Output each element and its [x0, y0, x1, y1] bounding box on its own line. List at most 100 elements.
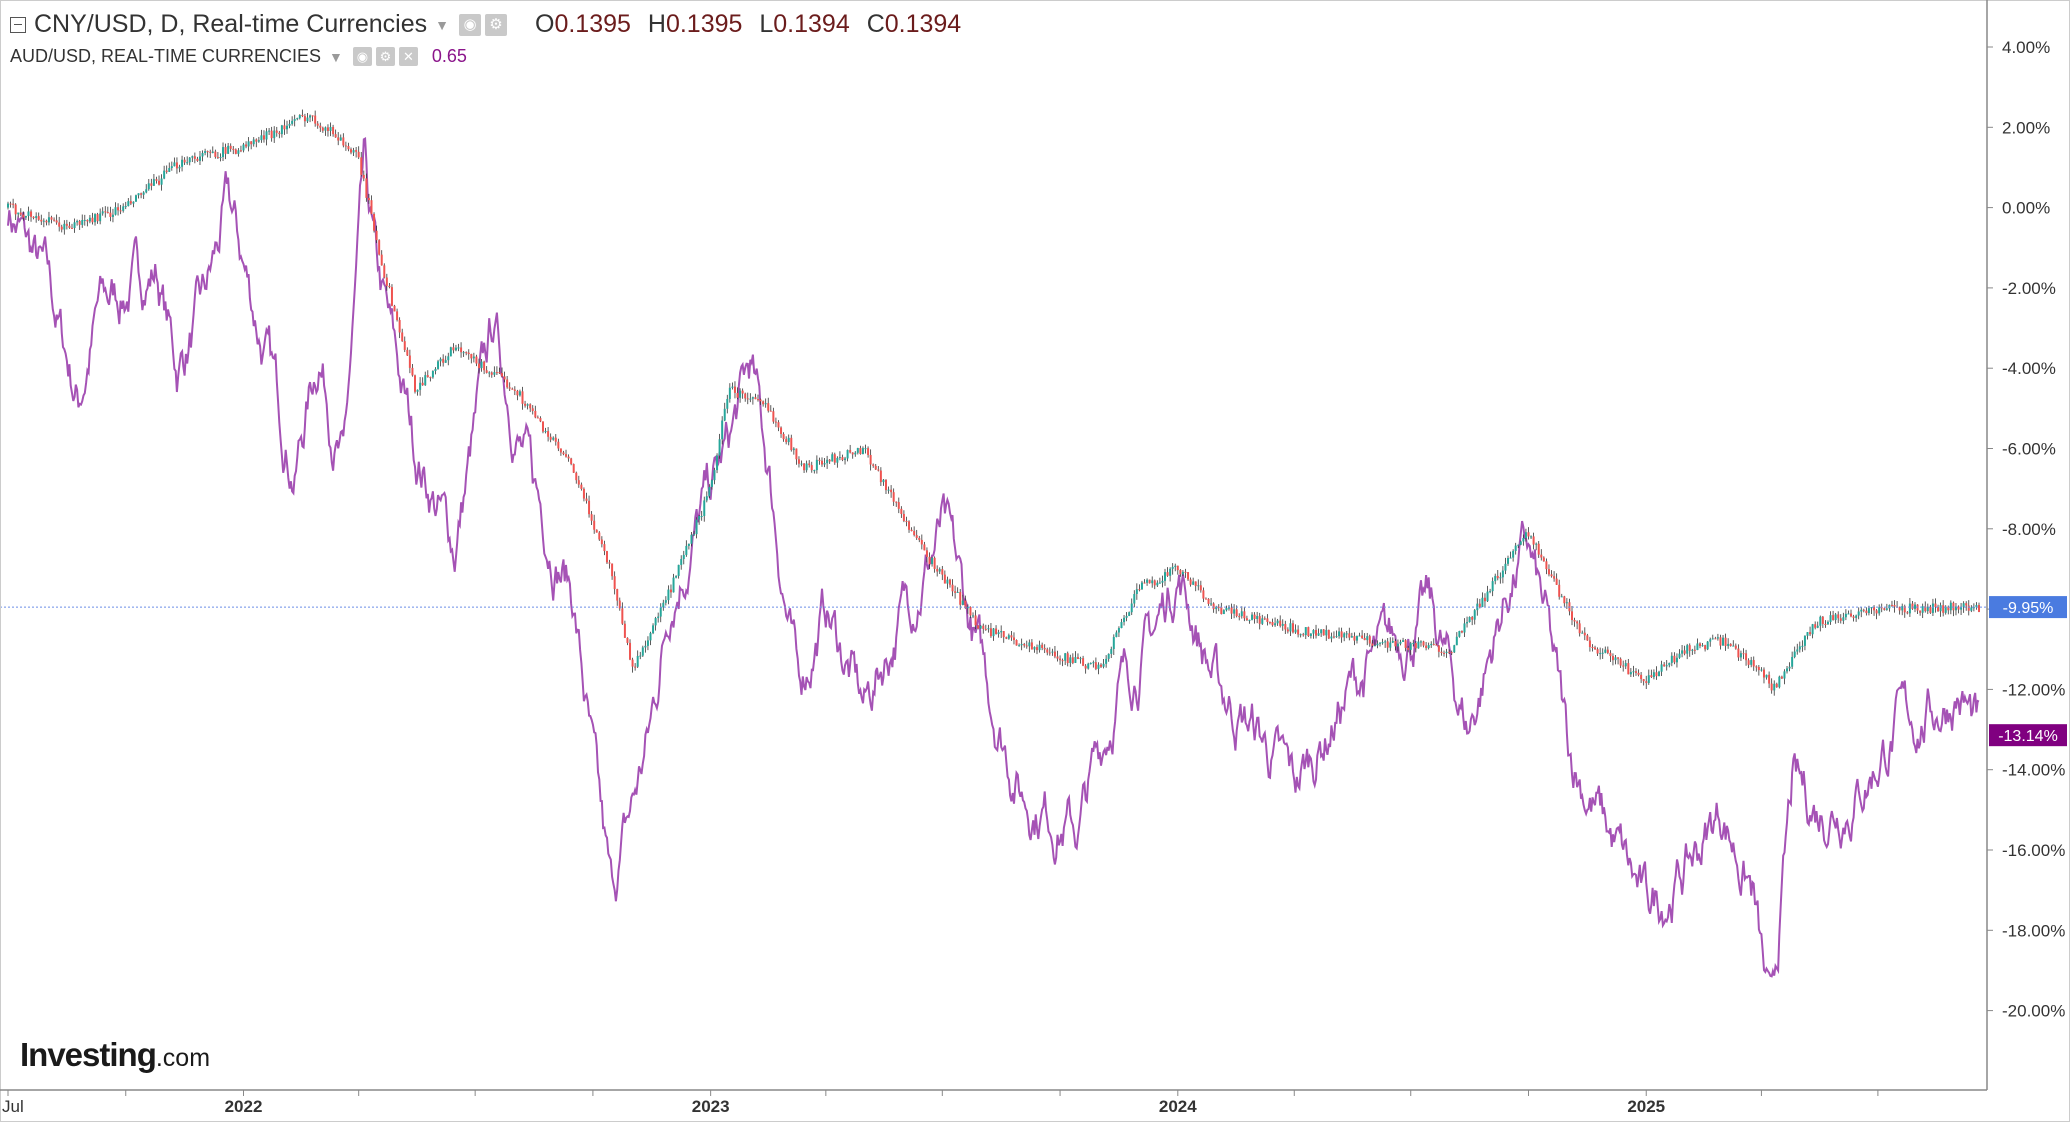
- candle-body: [1491, 581, 1494, 592]
- candle-body: [27, 211, 30, 216]
- candle-body: [534, 410, 537, 418]
- y-tick-label: -2.00%: [2002, 279, 2056, 298]
- candle-body: [88, 217, 91, 222]
- candle-body: [600, 539, 603, 545]
- candle-body: [114, 207, 117, 215]
- candle-body: [1059, 658, 1062, 661]
- candle-body: [1949, 602, 1952, 611]
- candle-body: [1471, 617, 1474, 620]
- candle-body: [1791, 656, 1794, 667]
- candle-body: [1432, 643, 1435, 645]
- candle-body: [1253, 614, 1256, 620]
- aud-usd-line[interactable]: [7, 136, 1980, 978]
- candle-body: [1727, 643, 1730, 647]
- candle-body: [47, 217, 50, 223]
- candle-body: [222, 147, 225, 158]
- candle-body: [35, 216, 38, 218]
- candle-body: [1688, 645, 1691, 651]
- candle-body: [1399, 641, 1402, 644]
- candle-body: [206, 151, 209, 153]
- candle-body: [1957, 606, 1960, 610]
- candle-body: [1878, 607, 1881, 614]
- candle-body: [972, 615, 975, 617]
- gear-icon[interactable]: ⚙: [375, 47, 395, 66]
- y-tick-label: -8.00%: [2002, 520, 2056, 539]
- candle-body: [1074, 657, 1077, 663]
- candle-body: [365, 178, 368, 198]
- caret-down-icon[interactable]: ▼: [329, 48, 343, 65]
- collapse-icon[interactable]: [10, 16, 26, 33]
- secondary-symbol[interactable]: AUD/USD, REAL-TIME CURRENCIES: [10, 46, 322, 66]
- cny-usd-candles[interactable]: [7, 109, 1980, 696]
- candle-body: [460, 347, 463, 353]
- candle-body: [1975, 605, 1978, 608]
- candle-body: [710, 480, 713, 487]
- candle-body: [1509, 557, 1512, 559]
- candle-body: [147, 183, 150, 190]
- eye-icon[interactable]: ◉: [352, 47, 372, 66]
- candle-body: [608, 562, 611, 564]
- candle-body: [1064, 653, 1067, 661]
- candle-body: [1279, 620, 1282, 626]
- candle-body: [1386, 641, 1389, 648]
- candle-body: [1379, 642, 1382, 644]
- candle-body: [1760, 669, 1763, 671]
- candle-body: [611, 563, 614, 577]
- candle-body: [1222, 610, 1225, 615]
- candle-body: [503, 376, 506, 380]
- candle-body: [1801, 645, 1804, 647]
- primary-symbol[interactable]: CNY/USD, D, Real-time Currencies: [34, 10, 428, 38]
- candle-body: [854, 452, 857, 455]
- candle-body: [969, 606, 972, 616]
- candle-body: [291, 120, 294, 124]
- candle-body: [7, 203, 9, 208]
- candle-body: [616, 589, 619, 601]
- candle-body: [513, 389, 516, 391]
- candle-body: [1355, 636, 1358, 641]
- candle-body: [1601, 652, 1604, 654]
- candle-body: [1304, 627, 1307, 636]
- candle-body: [81, 220, 84, 225]
- candle-body: [575, 472, 578, 481]
- plot-area[interactable]: [0, 109, 1987, 978]
- candle-body: [1722, 637, 1725, 646]
- candle-body: [565, 454, 568, 457]
- candle-body: [1972, 607, 1975, 609]
- candle-body: [1660, 664, 1663, 672]
- candle-body: [160, 178, 163, 185]
- candle-body: [101, 211, 104, 214]
- candle-body: [941, 569, 944, 575]
- close-icon[interactable]: ✕: [398, 47, 418, 66]
- candle-body: [685, 545, 688, 555]
- candle-body: [1709, 639, 1712, 642]
- candle-body: [1112, 637, 1115, 650]
- candle-body: [293, 119, 296, 121]
- candle-body: [129, 201, 132, 204]
- candle-body: [1952, 602, 1955, 611]
- candle-body: [465, 352, 468, 354]
- candle-body: [1911, 603, 1914, 609]
- candle-body: [201, 152, 204, 157]
- candle-body: [1826, 621, 1829, 625]
- candle-body: [442, 358, 445, 363]
- candle-body: [1138, 589, 1141, 591]
- candle-body: [790, 437, 793, 451]
- eye-icon[interactable]: ◉: [459, 13, 481, 36]
- candle-body: [1286, 629, 1289, 632]
- candle-body: [1532, 536, 1535, 545]
- candle-body: [196, 158, 199, 161]
- candle-body: [58, 222, 61, 227]
- candle-body: [1161, 580, 1164, 583]
- candle-body: [1425, 645, 1428, 649]
- candle-body: [411, 367, 414, 376]
- candle-body: [1627, 663, 1630, 675]
- candle-body: [1965, 603, 1968, 606]
- candle-body: [721, 420, 724, 440]
- candle-body: [152, 179, 155, 186]
- candle-body: [1489, 591, 1492, 593]
- caret-down-icon[interactable]: ▼: [435, 16, 449, 33]
- candle-body: [547, 431, 550, 437]
- candle-body: [316, 123, 319, 126]
- gear-icon[interactable]: ⚙: [485, 13, 507, 36]
